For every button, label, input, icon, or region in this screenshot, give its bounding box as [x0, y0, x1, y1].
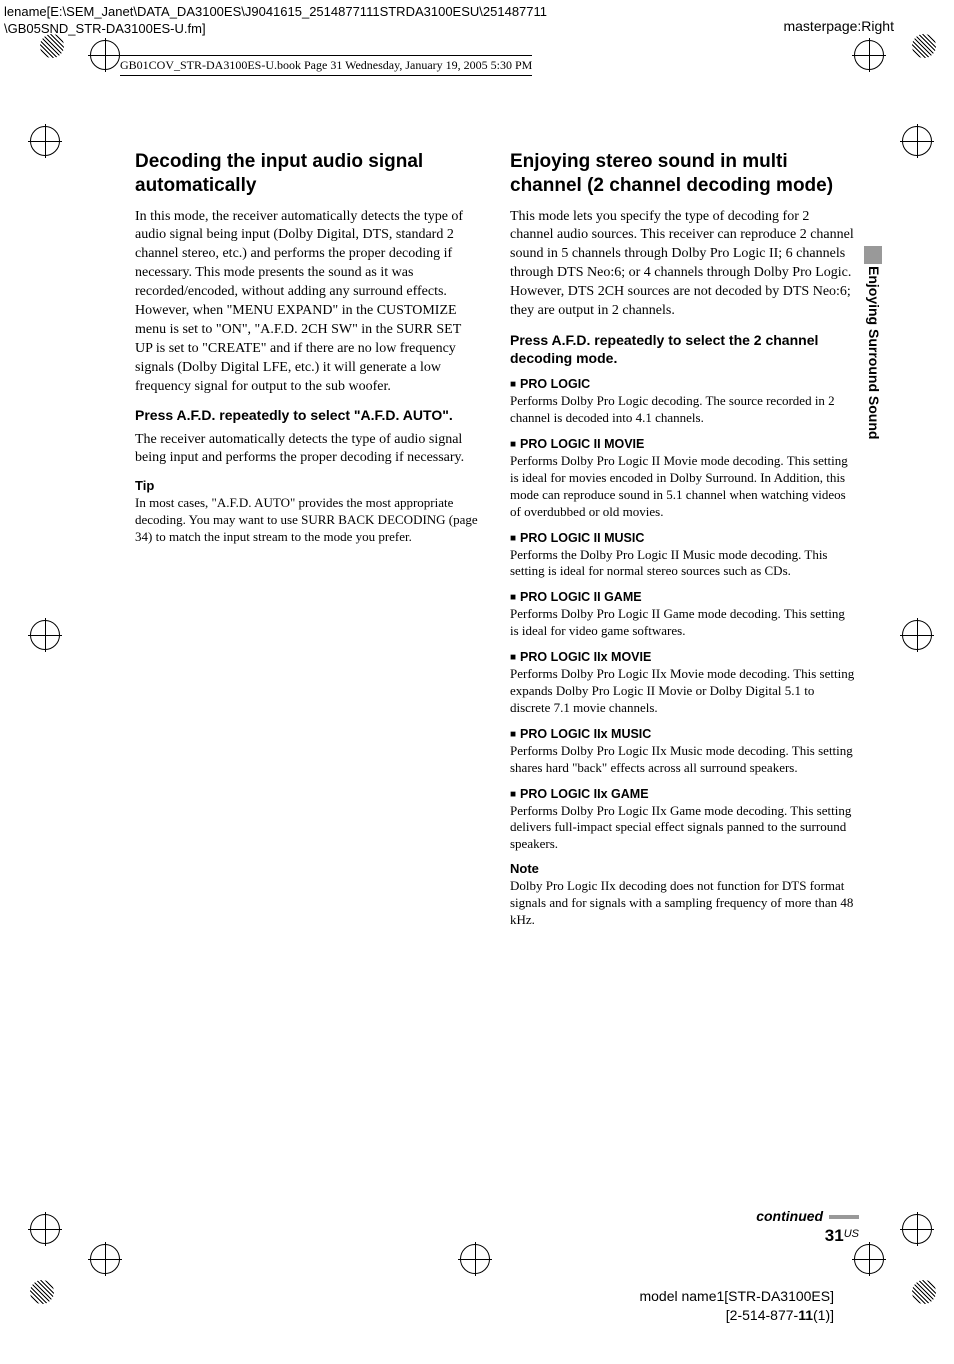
mode-heading: ■ PRO LOGIC II MUSIC: [510, 531, 855, 545]
mode-heading-text: PRO LOGIC II MOVIE: [520, 437, 644, 451]
mode-body: Performs Dolby Pro Logic II Movie mode d…: [510, 453, 855, 521]
crop-mark-icon: [30, 126, 60, 156]
continued-text: continued: [756, 1208, 823, 1224]
mode-body: Performs Dolby Pro Logic II Game mode de…: [510, 606, 855, 640]
mode-heading-text: PRO LOGIC II GAME: [520, 590, 642, 604]
square-bullet-icon: ■: [510, 592, 516, 603]
mode-heading: ■ PRO LOGIC II MOVIE: [510, 437, 855, 451]
square-bullet-icon: ■: [510, 789, 516, 800]
crop-mark-icon: [902, 126, 932, 156]
mode-heading-text: PRO LOGIC IIx MUSIC: [520, 727, 651, 741]
mode-heading: ■ PRO LOGIC IIx MUSIC: [510, 727, 855, 741]
mode-body: Performs the Dolby Pro Logic II Music mo…: [510, 547, 855, 581]
model-line1: model name1[STR-DA3100ES]: [639, 1287, 834, 1307]
square-bullet-icon: ■: [510, 439, 516, 450]
crop-mark-icon: [30, 1214, 60, 1244]
page-number-value: 31: [825, 1226, 844, 1245]
tip-body: In most cases, "A.F.D. AUTO" provides th…: [135, 495, 480, 546]
instruction-text: Press A.F.D. repeatedly to select "A.F.D…: [135, 406, 480, 424]
instruction-text: Press A.F.D. repeatedly to select the 2 …: [510, 331, 855, 367]
crop-mark-icon: [90, 40, 120, 70]
registration-mark-icon: [912, 1280, 936, 1304]
continued-line-icon: [829, 1215, 859, 1219]
model-line2: [2-514-877-11(1)]: [639, 1306, 834, 1326]
mode-heading: ■ PRO LOGIC: [510, 377, 855, 391]
path-line1: lename[E:\SEM_Janet\DATA_DA3100ES\J90416…: [4, 4, 547, 19]
model-line2-post: (1)]: [813, 1307, 834, 1323]
crop-mark-icon: [854, 1244, 884, 1274]
mode-body: Performs Dolby Pro Logic IIx Movie mode …: [510, 666, 855, 717]
crop-mark-icon: [30, 620, 60, 650]
mode-heading: ■ PRO LOGIC IIx MOVIE: [510, 650, 855, 664]
registration-mark-icon: [912, 34, 936, 58]
square-bullet-icon: ■: [510, 729, 516, 740]
left-column: Decoding the input audio signal automati…: [135, 150, 480, 937]
square-bullet-icon: ■: [510, 379, 516, 390]
crop-mark-icon: [460, 1244, 490, 1274]
mode-heading-text: PRO LOGIC IIx GAME: [520, 787, 649, 801]
mode-heading-text: PRO LOGIC: [520, 377, 590, 391]
square-bullet-icon: ■: [510, 533, 516, 544]
crop-mark-icon: [902, 1214, 932, 1244]
mode-heading: ■ PRO LOGIC II GAME: [510, 590, 855, 604]
side-tab-label: Enjoying Surround Sound: [864, 266, 882, 466]
modes-list: ■ PRO LOGIC Performs Dolby Pro Logic decod…: [510, 377, 855, 853]
crop-mark-icon: [90, 1244, 120, 1274]
right-column: Enjoying stereo sound in multi channel (…: [510, 150, 855, 937]
crop-mark-icon: [902, 620, 932, 650]
book-info: GB01COV_STR-DA3100ES-U.book Page 31 Wedn…: [120, 55, 532, 76]
model-line2-pre: [2-514-877-: [726, 1307, 798, 1323]
body-text: The receiver automatically detects the t…: [135, 431, 480, 469]
square-bullet-icon: ■: [510, 652, 516, 663]
mode-heading: ■ PRO LOGIC IIx GAME: [510, 787, 855, 801]
body-text: In this mode, the receiver automatically…: [135, 208, 480, 397]
page-number: 31US: [825, 1226, 859, 1246]
footer-model: model name1[STR-DA3100ES] [2-514-877-11(…: [639, 1287, 834, 1326]
mode-body: Performs Dolby Pro Logic IIx Game mode d…: [510, 803, 855, 854]
section-title-right: Enjoying stereo sound in multi channel (…: [510, 150, 855, 198]
registration-mark-icon: [40, 34, 64, 58]
mode-heading-text: PRO LOGIC IIx MOVIE: [520, 650, 651, 664]
book-info-text: GB01COV_STR-DA3100ES-U.book Page 31 Wedn…: [120, 55, 532, 76]
page-content: Decoding the input audio signal automati…: [135, 150, 855, 937]
body-text: This mode lets you specify the type of d…: [510, 208, 855, 321]
file-path: lename[E:\SEM_Janet\DATA_DA3100ES\J90416…: [4, 4, 547, 38]
tip-label: Tip: [135, 478, 480, 493]
continued-label: continued: [756, 1208, 859, 1224]
mode-body: Performs Dolby Pro Logic decoding. The s…: [510, 393, 855, 427]
registration-mark-icon: [30, 1280, 54, 1304]
model-line2-bold: 11: [798, 1307, 813, 1323]
note-label: Note: [510, 861, 855, 876]
page-region: US: [844, 1228, 859, 1240]
mode-heading-text: PRO LOGIC II MUSIC: [520, 531, 644, 545]
side-tab-indicator: [864, 246, 882, 264]
section-title-left: Decoding the input audio signal automati…: [135, 150, 480, 198]
masterpage-label: masterpage:Right: [783, 18, 894, 34]
note-body: Dolby Pro Logic IIx decoding does not fu…: [510, 878, 855, 929]
mode-body: Performs Dolby Pro Logic IIx Music mode …: [510, 743, 855, 777]
crop-mark-icon: [854, 40, 884, 70]
path-line2: \GB05SND_STR-DA3100ES-U.fm]: [4, 21, 206, 36]
